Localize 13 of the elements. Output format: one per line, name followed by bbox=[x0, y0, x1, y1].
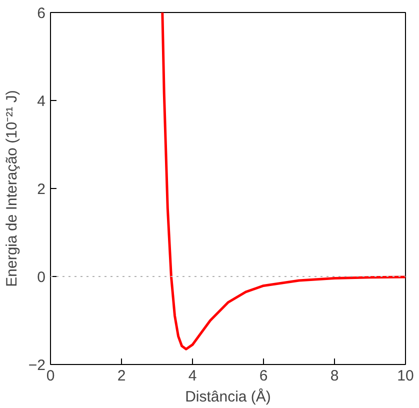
y-tick-label: 6 bbox=[37, 5, 46, 22]
x-tick-label: 4 bbox=[188, 368, 197, 384]
y-tick-label: −2 bbox=[28, 357, 46, 374]
x-tick-label: 10 bbox=[397, 368, 414, 384]
y-axis-title: Energia de Interação (10⁻²¹ J) bbox=[3, 90, 20, 287]
x-tick-label: 8 bbox=[330, 368, 339, 384]
x-tick-label: 2 bbox=[117, 368, 126, 384]
line-series bbox=[161, 12, 406, 350]
y-tick-label: 0 bbox=[37, 269, 46, 286]
x-tick-label: 6 bbox=[259, 368, 268, 384]
x-axis-title: Distância (Å) bbox=[185, 388, 271, 406]
y-tick-label: 4 bbox=[37, 93, 46, 110]
y-tick-label: 2 bbox=[37, 181, 46, 198]
